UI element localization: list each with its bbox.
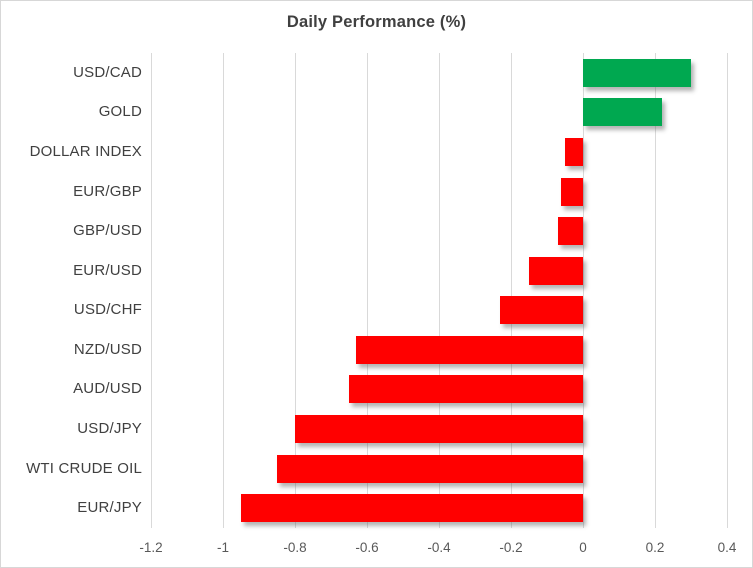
x-tick-label--0p8: -0.8 [283, 540, 307, 555]
gridline-0 [583, 53, 584, 528]
category-label-dollar-index: DOLLAR INDEX [29, 143, 142, 160]
category-label-aud-usd: AUD/USD [73, 380, 142, 397]
bar-usd-cad [583, 59, 691, 87]
bar-eur-jpy [241, 494, 583, 522]
bar-eur-gbp [561, 178, 583, 206]
x-tick-label--0p6: -0.6 [355, 540, 379, 555]
bar-gbp-usd [558, 217, 583, 245]
x-tick-label-0p4: 0.4 [717, 540, 737, 555]
gridline--1p2 [151, 53, 152, 528]
x-tick-label--0p4: -0.4 [427, 540, 451, 555]
bar-usd-jpy [295, 415, 583, 443]
category-label-usd-chf: USD/CHF [73, 301, 142, 318]
gridline--0p2 [511, 53, 512, 528]
gridline-0p2 [655, 53, 656, 528]
category-label-usd-cad: USD/CAD [73, 64, 142, 81]
bar-usd-chf [500, 296, 583, 324]
category-label-gold: GOLD [98, 103, 142, 120]
bar-nzd-usd [356, 336, 583, 364]
category-label-gbp-usd: GBP/USD [73, 222, 142, 239]
gridline--0p8 [295, 53, 296, 528]
category-label-usd-jpy: USD/JPY [77, 420, 142, 437]
plot-area [151, 53, 728, 528]
chart-title: Daily Performance (%) [286, 13, 467, 31]
bar-aud-usd [349, 375, 583, 403]
x-tick-label-0p2: 0.2 [645, 540, 665, 555]
category-label-eur-usd: EUR/USD [73, 262, 142, 279]
bar-gold [583, 98, 662, 126]
gridline-0p4 [727, 53, 728, 528]
x-tick-label--0p2: -0.2 [499, 540, 523, 555]
category-label-nzd-usd: NZD/USD [73, 341, 142, 358]
x-tick-label--1: -1 [216, 540, 230, 555]
bar-wti-crude-oil [277, 455, 583, 483]
bar-dollar-index [565, 138, 583, 166]
category-label-wti-crude-oil: WTI CRUDE OIL [26, 460, 142, 477]
category-label-eur-gbp: EUR/GBP [73, 183, 142, 200]
bar-eur-usd [529, 257, 583, 285]
gridline--1 [223, 53, 224, 528]
gridline--0p6 [367, 53, 368, 528]
gridline--0p4 [439, 53, 440, 528]
x-tick-label--1p2: -1.2 [139, 540, 163, 555]
x-tick-label-0: 0 [579, 540, 587, 555]
category-label-eur-jpy: EUR/JPY [77, 499, 142, 516]
